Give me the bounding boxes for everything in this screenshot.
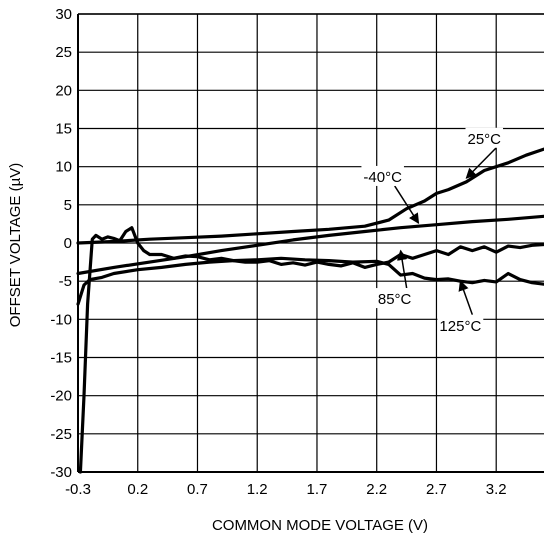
y-tick-label: 5 <box>64 197 72 214</box>
y-tick-label: 20 <box>55 82 72 99</box>
y-tick-label: 30 <box>55 6 72 23</box>
y-tick-label: 15 <box>55 121 72 138</box>
series-line-85c <box>78 226 544 474</box>
y-tick-label: -15 <box>50 350 72 367</box>
x-tick-label: 2.7 <box>426 481 447 498</box>
annotation-label: 25°C <box>467 131 501 148</box>
annotation-label: 125°C <box>439 318 481 335</box>
series-line--40c <box>76 214 544 276</box>
x-tick-label: -0.3 <box>65 481 91 498</box>
annotation-bg <box>437 314 484 335</box>
y-tick-label: -10 <box>50 311 72 328</box>
series-line-125c <box>76 256 544 306</box>
x-tick-label: 1.2 <box>247 481 268 498</box>
annotation-arrow <box>458 280 474 316</box>
y-tick-label: 10 <box>55 159 72 176</box>
tick-labels: -30 -25 -20 -15 -10 -5 0 5 10 15 20 25 30 -0.3 0.2 0.7 1… <box>50 6 506 498</box>
annotation-bg <box>465 127 504 148</box>
annotation-arrow <box>465 147 497 179</box>
grid <box>77 13 544 473</box>
y-tick-label: 0 <box>64 235 72 252</box>
x-tick-label: 2.2 <box>366 481 387 498</box>
x-tick-label: 0.2 <box>127 481 148 498</box>
annotations: 25°C -40°C 85°C 125°C <box>361 127 504 335</box>
annotation-arrow <box>394 185 420 225</box>
annotation-label: -40°C <box>363 169 402 186</box>
annotation-label: 85°C <box>378 291 412 308</box>
x-tick-label: 3.2 <box>486 481 507 498</box>
y-tick-label: 25 <box>55 44 72 61</box>
y-tick-label: -5 <box>59 273 72 290</box>
x-tick-label: 0.7 <box>187 481 208 498</box>
x-tick-label: 1.7 <box>307 481 328 498</box>
series-line-25c <box>76 147 544 245</box>
y-tick-label: -25 <box>50 426 72 443</box>
y-tick-label: -30 <box>50 464 72 481</box>
series-lines <box>76 147 544 474</box>
annotation-bg <box>375 288 414 309</box>
annotation-arrow <box>396 249 408 289</box>
annotation-bg <box>361 165 404 186</box>
plot-frame <box>77 13 544 473</box>
y-axis-label: OFFSET VOLTAGE (µV) <box>7 163 24 328</box>
y-tick-label: -20 <box>50 388 72 405</box>
x-axis-label: COMMON MODE VOLTAGE (V) <box>212 517 428 534</box>
